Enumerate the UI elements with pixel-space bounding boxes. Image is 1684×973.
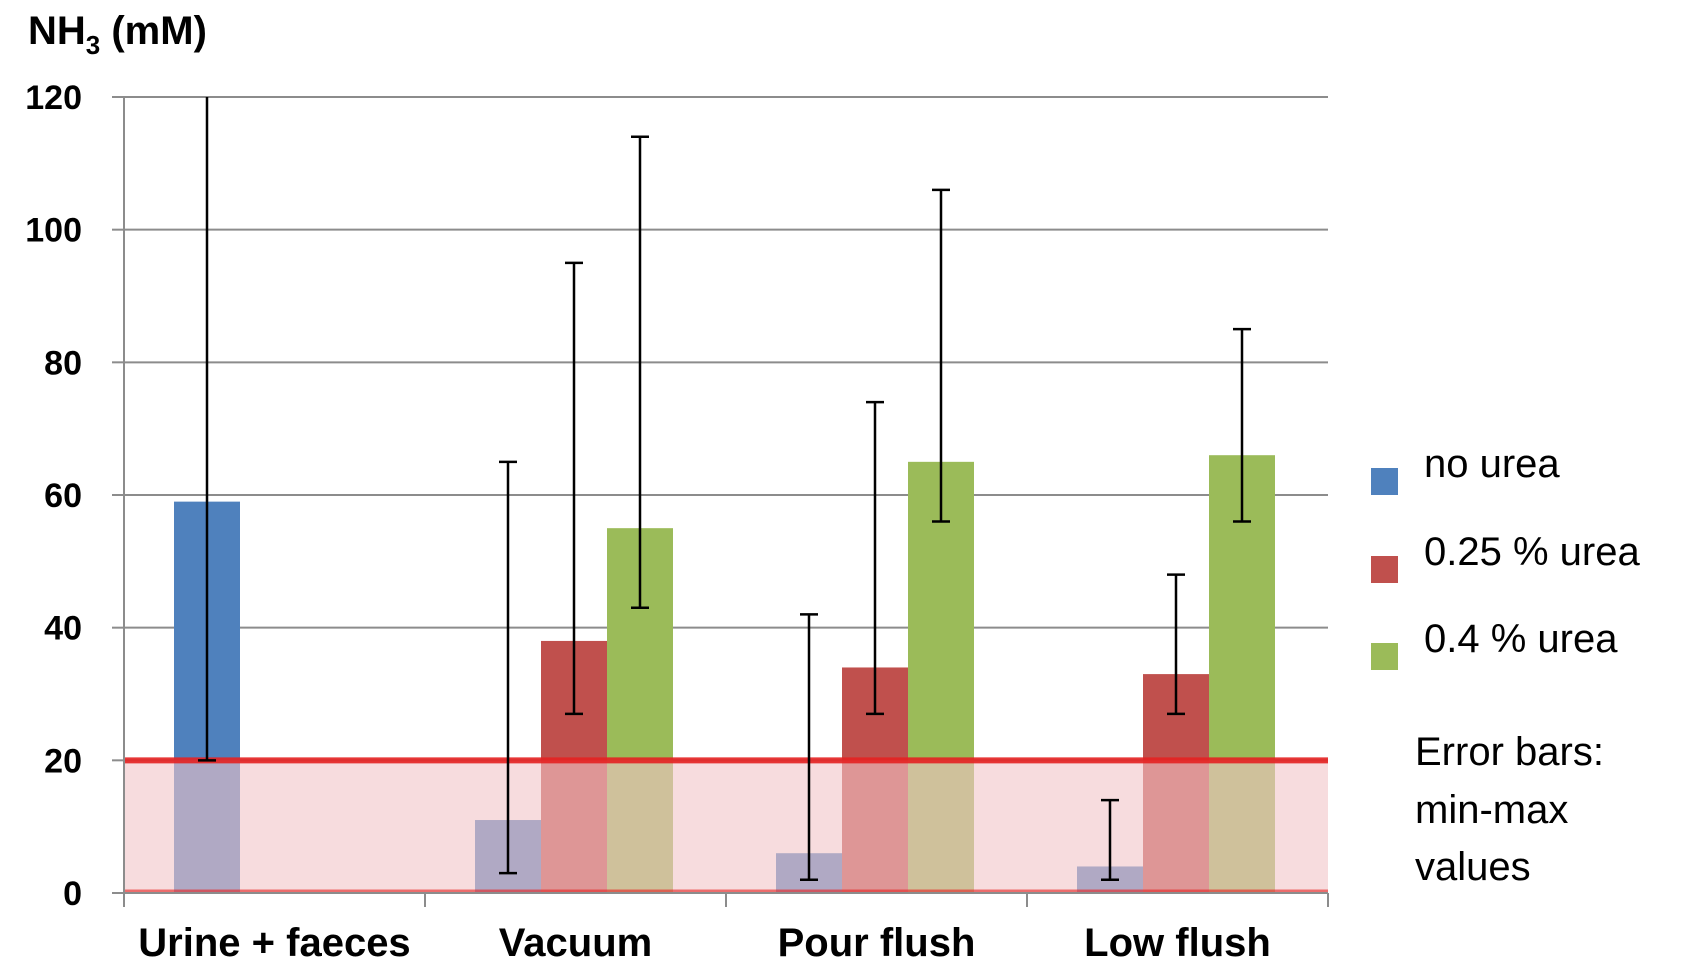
- y-tick-label-40: 40: [44, 610, 82, 648]
- y-tick-label-0: 0: [63, 875, 82, 913]
- y-tick-label-100: 100: [25, 212, 82, 250]
- axes: [112, 96, 1329, 907]
- y-axis-label-subscript: 3: [86, 30, 100, 60]
- legend-item-1: no urea: [1371, 442, 1560, 495]
- legend-item-2: 0.25 % urea: [1371, 530, 1640, 583]
- error-bar-2-2: [565, 261, 583, 716]
- threshold-band-fill: [124, 760, 1328, 893]
- category-label-3: Pour flush: [778, 921, 976, 965]
- gridlines: [124, 96, 1328, 762]
- error-bar-4-1: [1101, 798, 1119, 881]
- legend-item-3: 0.4 % urea: [1371, 617, 1618, 670]
- y-axis-label-unit: (mM): [100, 9, 207, 53]
- category-label-4: Low flush: [1084, 921, 1271, 965]
- legend-label: 0.25 % urea: [1424, 530, 1640, 574]
- error-bars-note: Error bars: min-max values: [1415, 730, 1604, 889]
- legend-swatch: [1371, 556, 1398, 583]
- y-tick-label-60: 60: [44, 477, 82, 515]
- error-bar-2-1: [499, 460, 517, 875]
- error-bar-4-3: [1233, 327, 1251, 523]
- note-line-3: values: [1415, 845, 1531, 889]
- legend-label: no urea: [1424, 442, 1560, 486]
- legend-swatch: [1371, 468, 1398, 495]
- category-label-1: Urine + faeces: [138, 921, 410, 965]
- error-bar-2-3: [631, 135, 649, 610]
- error-bar-3-2: [866, 400, 884, 716]
- error-bar-1-1: [198, 97, 216, 762]
- y-tick-label-120: 120: [25, 79, 82, 117]
- note-line-2: min-max: [1415, 788, 1568, 832]
- note-line-1: Error bars:: [1415, 730, 1604, 774]
- error-bar-3-1: [800, 613, 818, 881]
- legend-swatch: [1371, 643, 1398, 670]
- legend-label: 0.4 % urea: [1424, 617, 1618, 661]
- error-bar-4-2: [1167, 573, 1185, 716]
- legend: no urea 0.25 % urea 0.4 % urea: [1371, 442, 1640, 670]
- category-label-2: Vacuum: [499, 921, 652, 965]
- y-tick-label-20: 20: [44, 742, 82, 780]
- category-labels: Urine + faeces Vacuum Pour flush Low flush: [138, 921, 1271, 965]
- y-axis-label-main: NH: [28, 9, 86, 53]
- y-tick-labels: 0 20 40 60 80 100 120: [25, 79, 82, 913]
- y-tick-label-80: 80: [44, 344, 82, 382]
- error-bars: [198, 97, 1251, 881]
- error-bar-3-3: [932, 188, 950, 523]
- threshold-band: [124, 757, 1328, 893]
- y-axis-label: NH3 (mM): [28, 9, 207, 60]
